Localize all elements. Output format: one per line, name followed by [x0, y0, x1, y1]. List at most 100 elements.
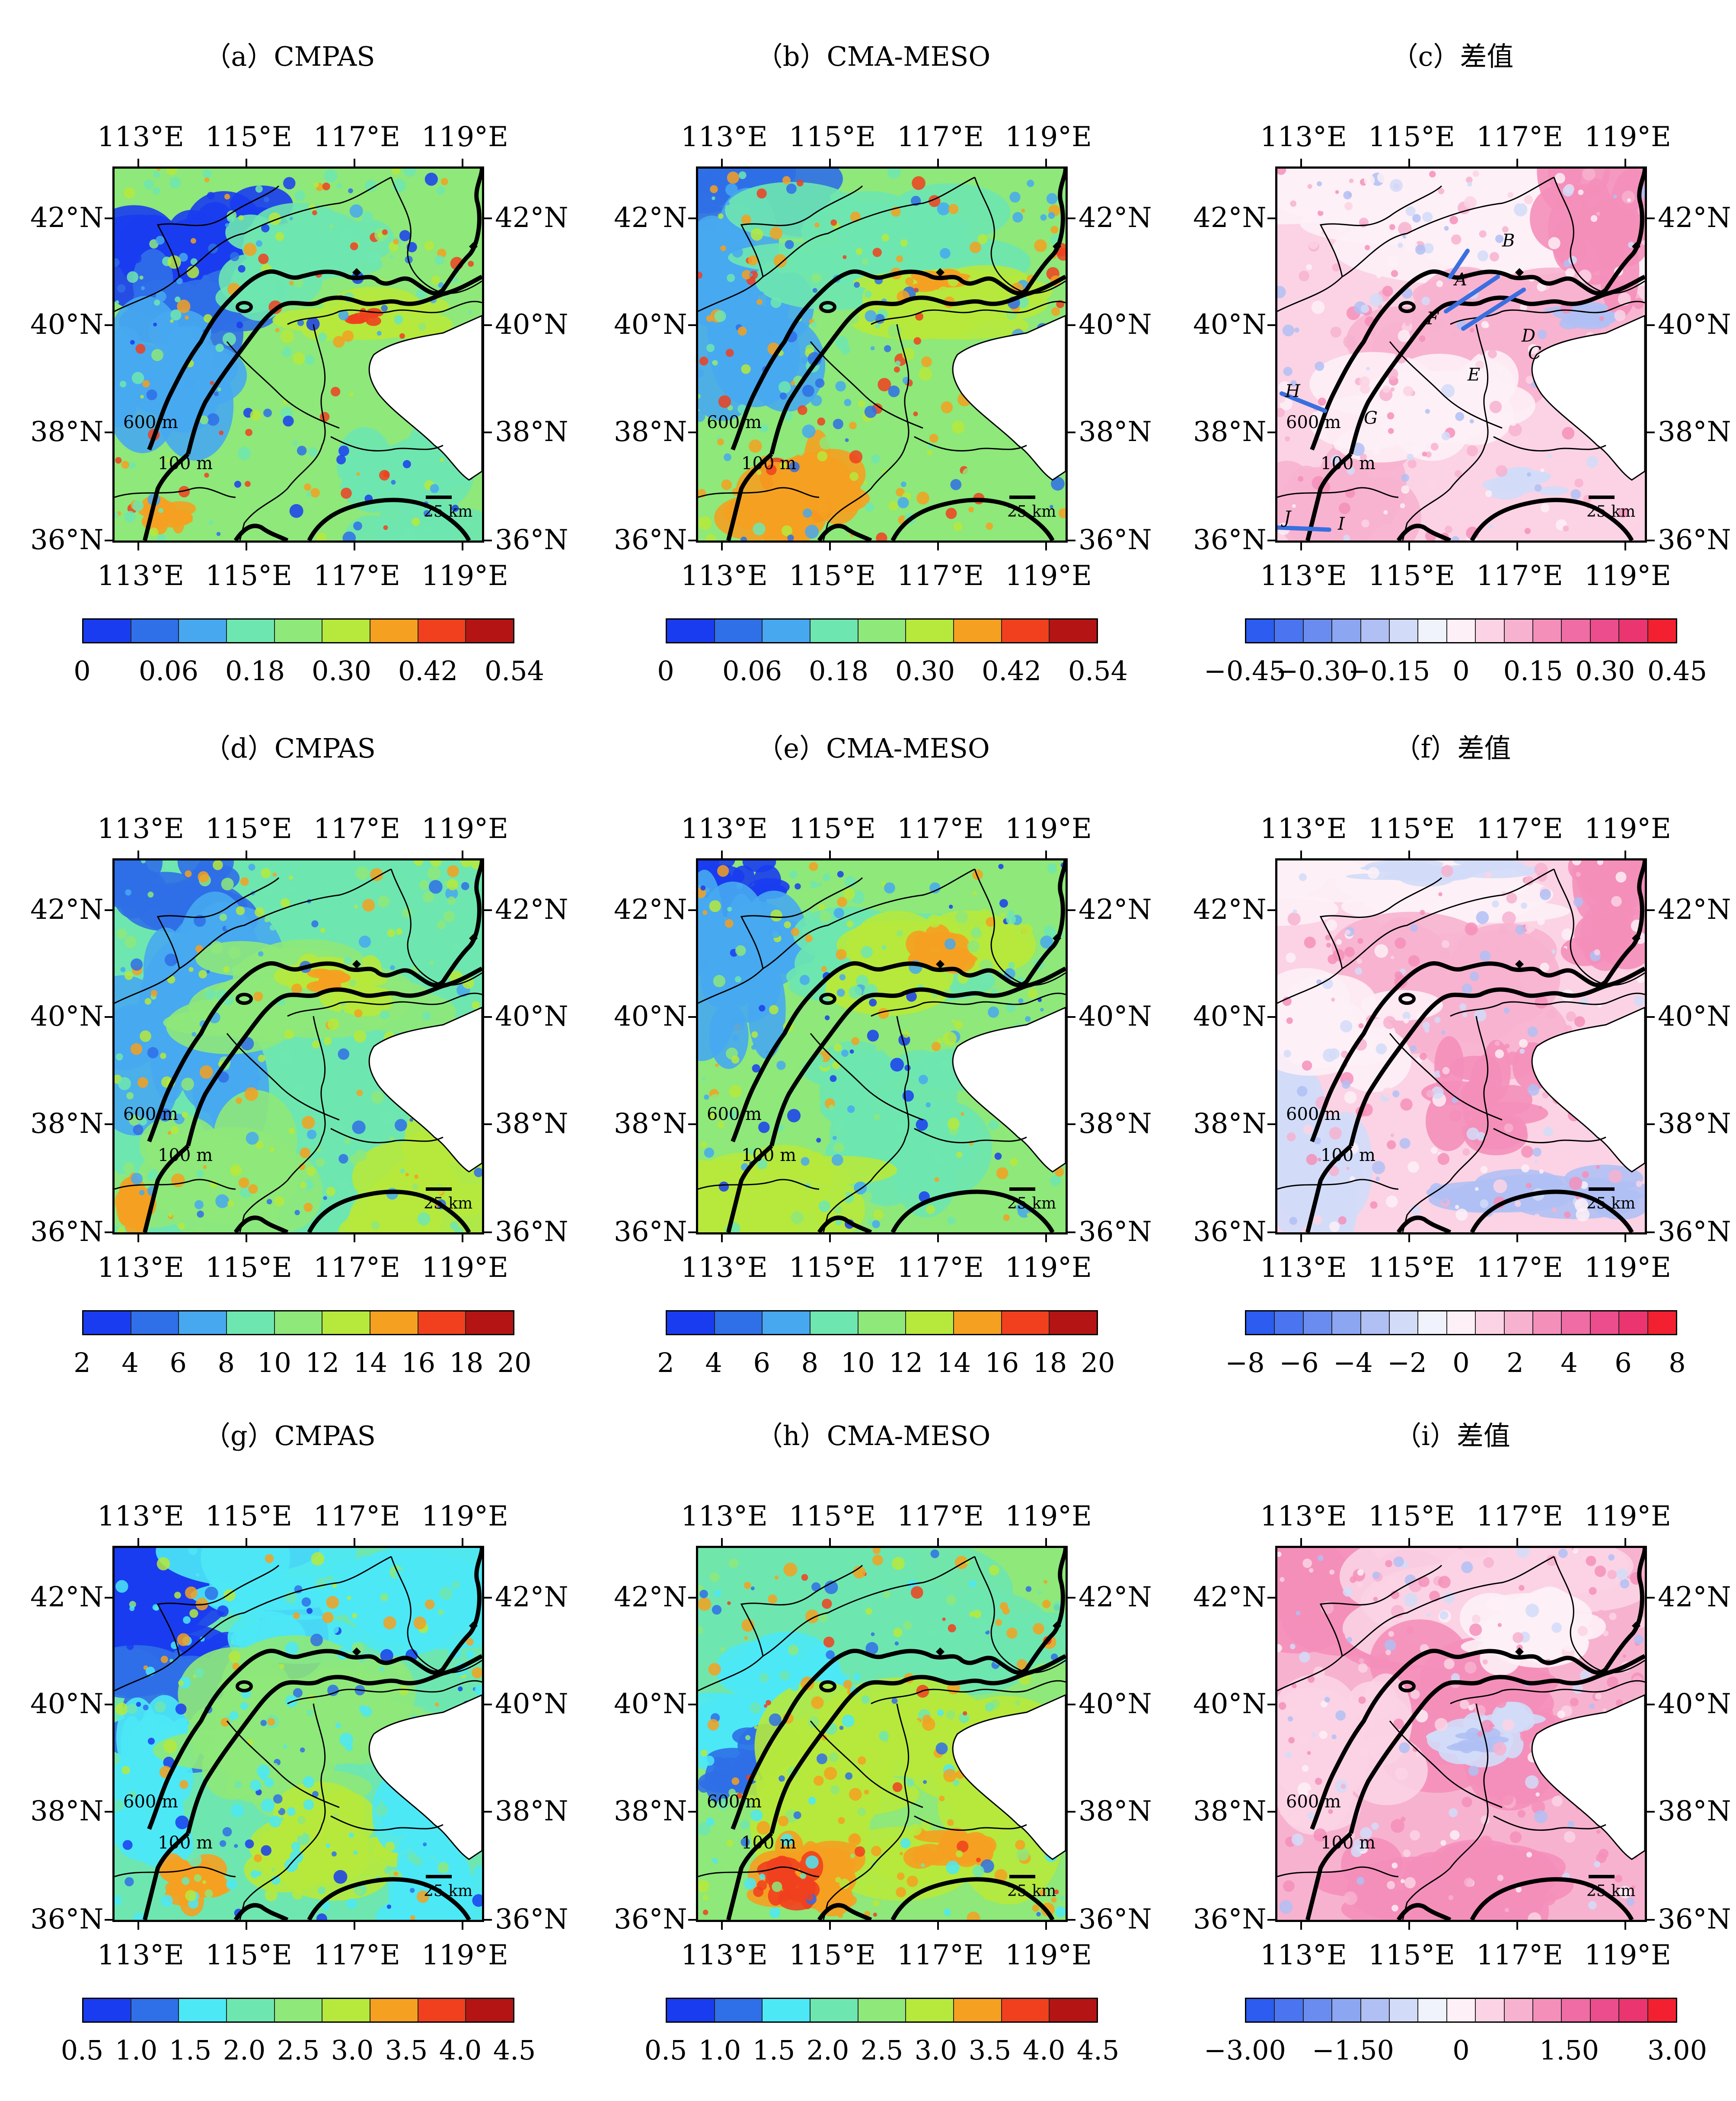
lat-tick-label: 42°N [1079, 894, 1152, 926]
cross-section-letter-E: E [1467, 365, 1480, 385]
tick-mark [1300, 543, 1302, 550]
colorbar-swatch [1246, 620, 1275, 642]
colorbar-swatch [715, 1311, 763, 1334]
lon-tick-label: 115°E [1368, 813, 1455, 845]
lat-tick-label: 38°N [1079, 1108, 1152, 1140]
colorbar-swatch [667, 1311, 715, 1334]
lon-tick-label: 115°E [205, 121, 292, 153]
lon-tick-label: 113°E [1260, 1500, 1347, 1532]
tick-mark [1647, 1016, 1655, 1018]
map-svg: 600 m 100 m 25 km [115, 1548, 482, 1920]
panel-title: （a）CMPAS [204, 41, 375, 72]
tick-mark [688, 217, 696, 219]
colorbar-label: 0.30 [1575, 655, 1635, 687]
lat-tick-label: 40°N [495, 1001, 568, 1033]
tick-mark [1647, 1597, 1655, 1599]
colorbar-swatch [858, 620, 906, 642]
tick-mark [1647, 432, 1655, 433]
tick-mark [1045, 543, 1047, 550]
colorbar-swatch [1332, 620, 1361, 642]
colorbar-label: 16 [985, 1347, 1019, 1378]
contour-label-100: 100 m [741, 1145, 796, 1165]
tick-mark [462, 1922, 463, 1930]
tick-mark [462, 159, 463, 166]
lat-tick-label: 42°N [1193, 1581, 1267, 1613]
lat-tick-label: 36°N [1658, 1216, 1731, 1248]
colorbar-label: 2 [73, 1347, 91, 1378]
lon-tick-label: 113°E [97, 1252, 184, 1284]
tick-mark [1068, 909, 1075, 911]
tick-mark [354, 1234, 355, 1242]
colorbar-label: 0 [73, 655, 91, 687]
colorbar-label: 18 [1033, 1347, 1067, 1378]
lat-tick-label: 38°N [614, 1795, 687, 1827]
lat-tick-label: 40°N [1193, 1001, 1267, 1033]
tick-mark [462, 543, 463, 550]
lat-tick-label: 36°N [614, 1903, 687, 1935]
cross-section-letter-I: I [1337, 514, 1345, 534]
colorbar-label: −2 [1387, 1347, 1427, 1378]
panel-6: （f）差值 600 m 100 m 25 km 113°E 113°E 115°E 115°E… [1171, 692, 1733, 1384]
scale-bar-label: 25 km [1586, 503, 1635, 521]
lon-tick-label: 113°E [681, 1500, 768, 1532]
tick-mark [1300, 159, 1302, 166]
colorbar-swatch [1275, 1311, 1304, 1334]
lon-tick-label: 113°E [97, 121, 184, 153]
colorbar-label: 3.5 [968, 2034, 1012, 2066]
colorbar [666, 1310, 1098, 1335]
colorbar-swatch [1447, 1311, 1476, 1334]
tick-mark [1647, 1231, 1655, 1233]
lat-tick-label: 38°N [614, 416, 687, 448]
tick-mark [1267, 909, 1275, 911]
map-svg: 600 m 100 m 25 km [698, 169, 1066, 540]
lon-tick-label: 119°E [1005, 1252, 1092, 1284]
colorbar-swatch [370, 1999, 418, 2021]
tick-mark [1300, 1538, 1302, 1546]
colorbar-label: 0 [1452, 655, 1470, 687]
panel-3: （c）差值 600 m 100 m 25 km B A D F C E H G J I 113°E 113°E… [1171, 0, 1733, 692]
colorbar-swatch [1361, 620, 1390, 642]
tick-mark [484, 1597, 492, 1599]
colorbar-swatch [858, 1999, 906, 2021]
map-svg: 600 m 100 m 25 km [1277, 1548, 1645, 1920]
tick-mark [721, 159, 723, 166]
colorbar-swatch [466, 1999, 514, 2021]
lon-tick-label: 119°E [1005, 1500, 1092, 1532]
lat-tick-label: 40°N [1658, 1001, 1731, 1033]
lon-tick-label: 117°E [313, 813, 400, 845]
lon-tick-label: 119°E [1584, 813, 1671, 845]
colorbar-label: 0.45 [1647, 655, 1707, 687]
lon-tick-label: 113°E [681, 813, 768, 845]
colorbar-swatch [1390, 1999, 1419, 2021]
tick-mark [105, 1597, 112, 1599]
tick-mark [1267, 324, 1275, 326]
tick-mark [1408, 851, 1410, 858]
lat-tick-label: 42°N [614, 1581, 687, 1613]
colorbar-swatch [906, 1999, 954, 2021]
colorbar-swatch [811, 620, 858, 642]
tick-mark [1516, 1538, 1518, 1546]
lat-tick-label: 42°N [30, 202, 104, 234]
contour-label-600: 600 m [123, 413, 178, 432]
scale-bar-label: 25 km [1007, 1195, 1056, 1212]
tick-mark [105, 909, 112, 911]
colorbar-swatch [1590, 1311, 1620, 1334]
colorbar-label: 2 [657, 1347, 674, 1378]
map-svg: 600 m 100 m 25 km [698, 860, 1066, 1232]
tick-mark [1624, 1922, 1626, 1930]
lat-tick-label: 42°N [1658, 894, 1731, 926]
tick-mark [829, 1234, 831, 1242]
colorbar-swatch [1332, 1311, 1361, 1334]
colorbar-swatch [1504, 1999, 1534, 2021]
tick-mark [1267, 1919, 1275, 1921]
tick-mark [1408, 1922, 1410, 1930]
lat-tick-label: 40°N [30, 309, 104, 341]
map-area: 600 m 100 m 25 km [1275, 858, 1647, 1234]
lat-tick-label: 36°N [1193, 1903, 1267, 1935]
lat-tick-label: 36°N [30, 1903, 104, 1935]
colorbar-label: 10 [840, 1347, 875, 1378]
contour-label-100: 100 m [741, 454, 796, 473]
colorbar-swatch [1562, 620, 1591, 642]
tick-mark [1068, 324, 1075, 326]
colorbar [82, 1998, 514, 2023]
